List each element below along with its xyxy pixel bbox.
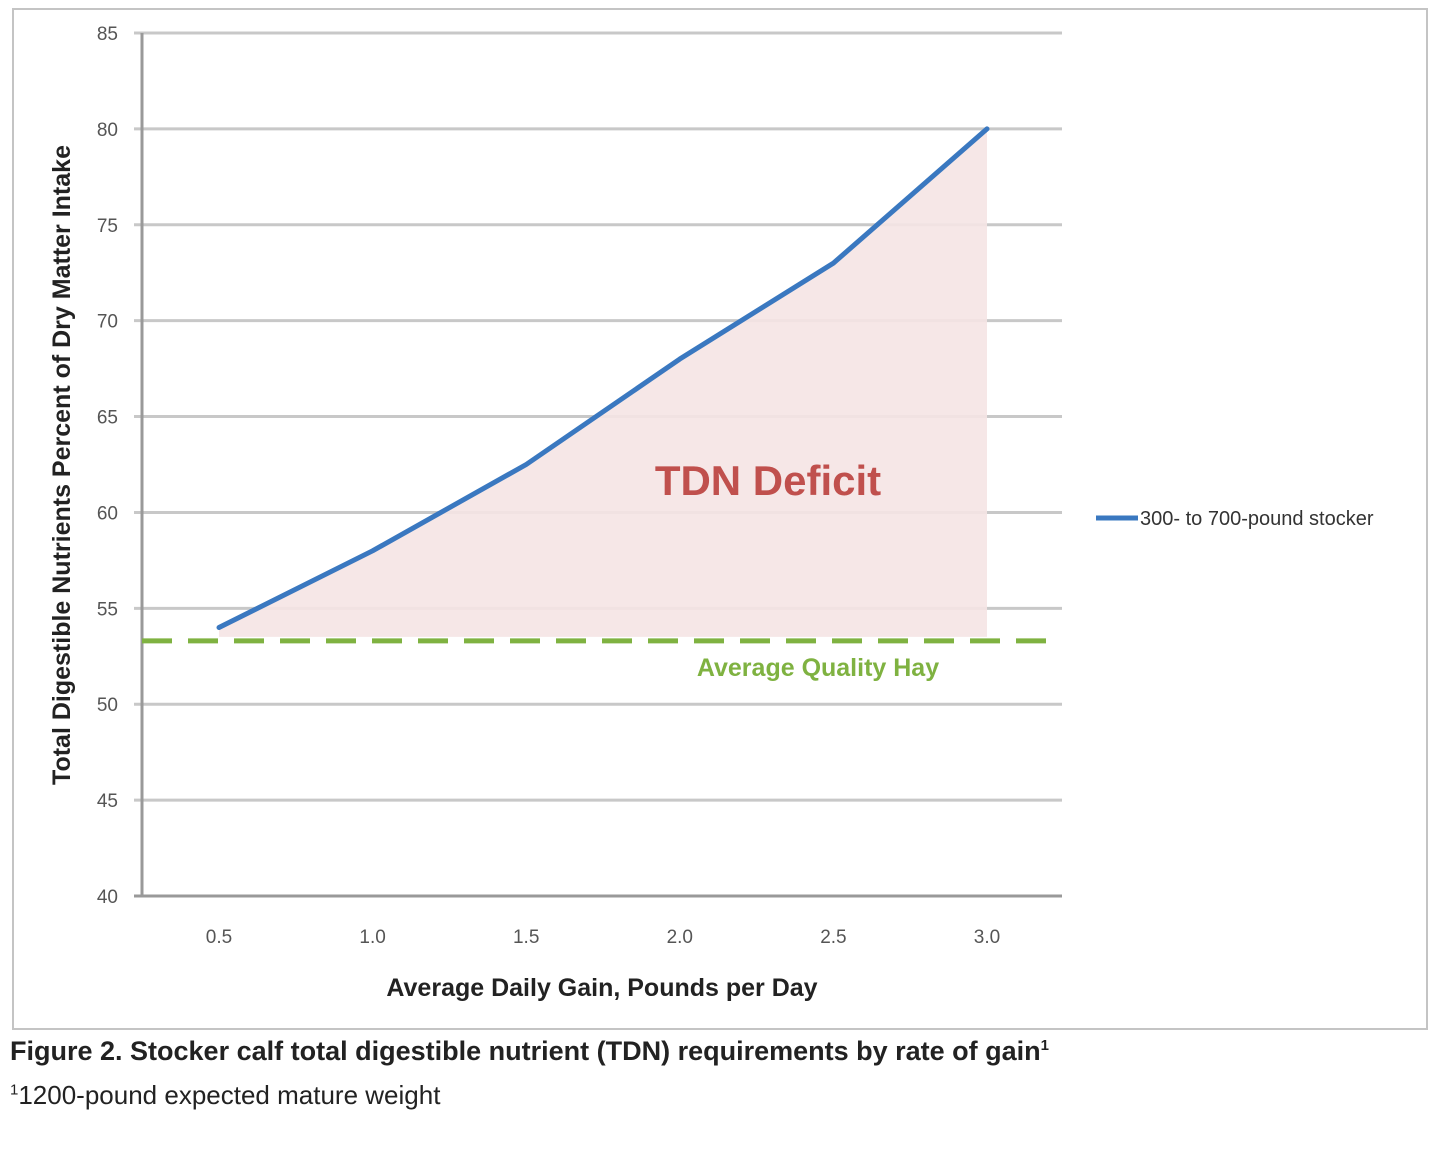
caption-text: Figure 2. Stocker calf total digestible … [10,1036,1041,1066]
series-line-stocker [216,126,990,631]
tdn-line-chart: TDN Deficit Average Quality Hay 40 45 50 55… [48,24,1374,1002]
y-tick-labels: 40 45 50 55 60 65 70 75 80 85 [97,24,118,908]
footnote-text: 1200-pound expected mature weight [18,1080,441,1110]
caption-superscript: 1 [1040,1037,1050,1054]
y-tick-label: 80 [97,120,118,141]
x-tick-label: 2.0 [667,927,693,948]
y-tick-label: 70 [97,312,118,333]
y-tick-label: 55 [97,599,118,620]
x-tick-label: 1.0 [359,927,385,948]
y-tick-label: 45 [97,791,118,812]
figure-footnote: 11200-pound expected mature weight [10,1080,440,1111]
y-tick-label: 75 [97,216,118,237]
x-tick-label: 3.0 [974,927,1000,948]
axes [134,33,1062,898]
x-axis-label: Average Daily Gain, Pounds per Day [386,974,817,1002]
chart-frame [12,8,1428,1030]
x-tick-label: 2.5 [820,927,846,948]
x-tick-label: 1.5 [513,927,539,948]
x-tick-label: 0.5 [206,927,232,948]
y-tick-label: 50 [97,695,118,716]
legend: 300- to 700-pound stocker [1096,508,1374,530]
legend-label-stocker: 300- to 700-pound stocker [1140,508,1374,530]
figure-caption: Figure 2. Stocker calf total digestible … [10,1036,1049,1067]
x-tick-labels: 0.5 1.0 1.5 2.0 2.5 3.0 [206,927,1000,948]
y-axis-label: Total Digestible Nutrients Percent of Dr… [48,145,76,785]
tdn-deficit-area [219,128,987,637]
average-quality-hay-label: Average Quality Hay [697,654,939,682]
footnote-superscript: 1 [10,1081,19,1099]
y-tick-label: 60 [97,503,118,524]
y-tick-label: 65 [97,408,118,429]
tdn-deficit-label: TDN Deficit [655,457,881,504]
y-tick-label: 85 [97,24,118,45]
y-tick-label: 40 [97,887,118,908]
